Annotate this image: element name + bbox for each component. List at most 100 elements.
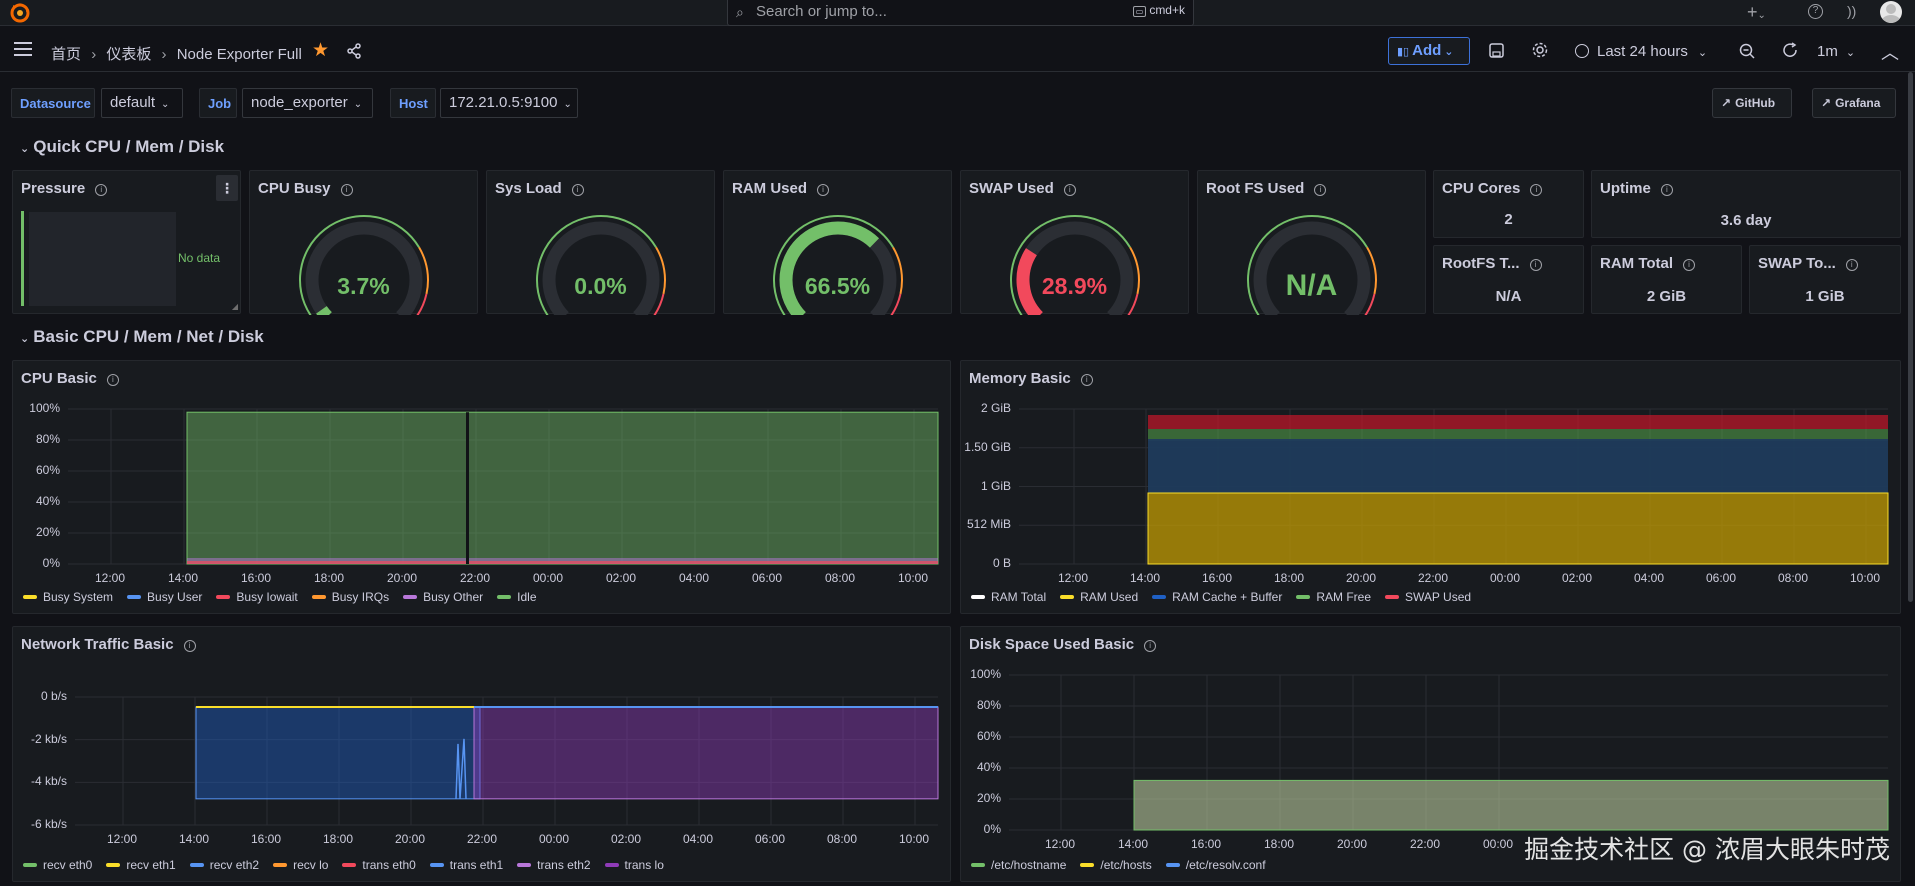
grafana-link[interactable]: ↗ Grafana [1812,88,1896,118]
legend-item[interactable]: Busy User [121,590,202,604]
info-icon[interactable]: i [1845,259,1858,271]
disk-space-used-basic-panel[interactable]: Disk Space Used Basic i 100% 80% 60% 40% 20% 0%… [960,626,1901,882]
pressure-panel[interactable]: Pressure i ⋮ No data ◢ [12,170,241,314]
cpu-basic-panel[interactable]: CPU Basic i 100% 80% 60% 40% 20% 0% 12:00 14:00 16… [12,360,951,614]
new-plus-icon[interactable]: +⌄ [1747,2,1766,22]
legend-item[interactable]: Idle [491,590,537,604]
info-icon[interactable]: i [817,184,830,196]
cpu-cores-panel[interactable]: CPU Cores i 2 [1433,170,1584,238]
host-select[interactable]: 172.21.0.5:9100 ⌄ [440,88,578,118]
time-range-picker[interactable]: Last 24 hours ⌄ [1575,43,1707,60]
legend-item[interactable]: RAM Used [1054,590,1138,604]
legend-item[interactable]: trans eth2 [511,858,591,872]
legend-item[interactable]: recv lo [267,858,328,872]
row-basic-cpu-mem-net-disk[interactable]: ⌄ Basic CPU / Mem / Net / Disk [20,327,264,346]
gauge-threshold-green [1247,215,1368,315]
page-scrollbar[interactable] [1908,72,1913,602]
info-icon[interactable]: i [340,184,353,196]
x-tick-label: 18:00 [1274,571,1305,585]
refresh-interval-select[interactable]: 1m ⌄ [1817,43,1856,60]
gauge-panel[interactable]: Root FS Used i N/A [1197,170,1426,315]
legend-item[interactable]: Busy IRQs [306,590,389,604]
legend-item[interactable]: /etc/resolv.conf [1160,858,1266,872]
legend-item[interactable]: trans lo [599,858,664,872]
legend-item[interactable]: Busy Other [397,590,483,604]
rootfs-total-panel[interactable]: RootFS T... i N/A [1433,245,1584,314]
share-icon[interactable] [346,43,362,59]
info-icon[interactable]: i [1529,259,1542,271]
search-input[interactable]: ⌕ Search or jump to... ▭ cmd+k [727,0,1194,26]
breadcrumb-dashboards[interactable]: 仪表板 [106,46,152,63]
gauge-threshold-green [1010,215,1131,315]
help-icon[interactable]: ? [1808,4,1823,19]
star-icon[interactable]: ★ [312,40,330,61]
uptime-panel[interactable]: Uptime i 3.6 day [1591,170,1901,238]
refresh-icon[interactable] [1782,42,1799,59]
info-icon[interactable]: i [1080,374,1093,386]
info-icon[interactable]: i [95,184,108,196]
legend-swatch [189,863,204,867]
gauge-panel[interactable]: SWAP Used i 28.9% [960,170,1189,315]
panel-title: CPU Cores i [1442,180,1543,197]
info-icon[interactable]: i [1063,184,1076,196]
panel-menu-icon[interactable]: ⋮ [216,175,238,201]
legend-item[interactable]: RAM Free [1290,590,1371,604]
github-link[interactable]: ↗ GitHub [1712,88,1792,118]
collapse-chevron-up-icon[interactable]: ︿ [1881,43,1899,63]
grafana-logo-icon[interactable] [9,2,31,24]
legend-swatch [273,863,288,867]
legend-item[interactable]: Busy System [17,590,113,604]
legend-swatch [497,595,512,599]
legend-item[interactable]: trans eth0 [336,858,416,872]
legend-item[interactable]: SWAP Used [1379,590,1471,604]
x-tick-label: 02:00 [611,832,642,846]
breadcrumb-home[interactable]: 首页 [51,46,82,63]
user-avatar[interactable] [1880,1,1902,23]
x-tick-label: 12:00 [107,832,138,846]
legend-item[interactable]: RAM Total [965,590,1046,604]
gauge-panel[interactable]: CPU Busy i 3.7% [249,170,478,315]
job-select[interactable]: node_exporter ⌄ [242,88,373,118]
legend-swatch [106,863,121,867]
gauge-panel[interactable]: RAM Used i 66.5% [723,170,952,315]
info-icon[interactable]: i [1314,184,1327,196]
settings-gear-icon[interactable] [1532,42,1548,58]
legend-item[interactable]: /etc/hostname [965,858,1066,872]
legend-item[interactable]: trans eth1 [424,858,503,872]
datasource-select[interactable]: default ⌄ [101,88,183,118]
rss-news-icon[interactable]: )) [1847,3,1857,19]
info-icon[interactable]: i [1683,259,1696,271]
menu-hamburger-icon[interactable] [14,42,32,56]
x-tick-label: 14:00 [1130,571,1161,585]
legend-item[interactable]: recv eth2 [184,858,259,872]
info-icon[interactable]: i [1660,184,1673,196]
info-icon[interactable]: i [106,374,119,386]
zoom-out-icon[interactable] [1739,43,1755,59]
legend-swatch [1080,863,1095,867]
host-label: Host [390,88,436,118]
y-tick-label: 1 GiB [980,478,1011,493]
info-icon[interactable]: i [183,640,196,652]
save-icon[interactable] [1489,43,1504,58]
memory-basic-panel[interactable]: Memory Basic i 2 GiB 1.50 GiB 1 GiB 512 MiB 0 … [960,360,1901,614]
ram-total-panel[interactable]: RAM Total i 2 GiB [1591,245,1742,314]
legend-item[interactable]: RAM Cache + Buffer [1146,590,1282,604]
info-icon[interactable]: i [1144,640,1157,652]
gauge-panel[interactable]: Sys Load i 0.0% [486,170,715,315]
x-tick-label: 06:00 [755,832,786,846]
network-traffic-basic-panel[interactable]: Network Traffic Basic i 0 b/s -2 kb/s -4 kb/… [12,626,951,882]
breadcrumb-separator: › [161,46,167,63]
row-quick-cpu-mem-disk[interactable]: ⌄ Quick CPU / Mem / Disk [20,137,225,156]
add-button[interactable]: ▮▯ Add ⌄ [1388,37,1470,65]
gauge-dial [536,215,666,315]
info-icon[interactable]: i [571,184,584,196]
panel-title: Memory Basic i [969,370,1093,387]
legend-item[interactable]: recv eth1 [100,858,176,872]
legend-item[interactable]: /etc/hosts [1074,858,1152,872]
panel-title: SWAP Used i [969,180,1076,197]
swap-total-panel[interactable]: SWAP To... i 1 GiB [1749,245,1901,314]
legend-item[interactable]: recv eth0 [17,858,92,872]
resize-handle-icon[interactable]: ◢ [231,302,238,311]
legend-item[interactable]: Busy Iowait [210,590,298,604]
info-icon[interactable]: i [1530,184,1543,196]
